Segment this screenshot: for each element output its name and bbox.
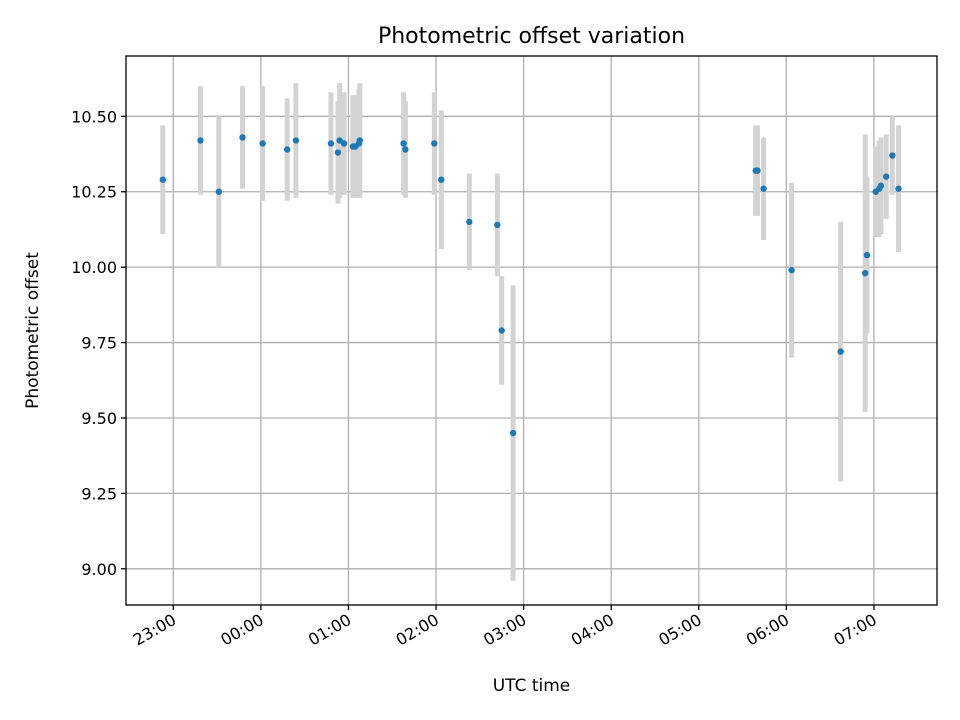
x-axis-label: UTC time <box>493 676 571 696</box>
data-point <box>259 140 266 147</box>
chart-title: Photometric offset variation <box>378 24 685 49</box>
data-point <box>356 137 364 144</box>
data-point <box>754 167 761 174</box>
data-point <box>877 182 885 189</box>
data-point <box>215 188 223 195</box>
data-point <box>334 149 342 156</box>
data-point <box>197 137 204 144</box>
point-layer <box>159 134 902 437</box>
data-point <box>861 269 869 277</box>
y-tick-label: 10.50 <box>71 107 117 126</box>
grid-layer <box>126 56 937 605</box>
y-tick-label: 9.50 <box>81 409 117 428</box>
plot-frame <box>125 55 938 606</box>
data-point <box>760 185 767 192</box>
data-point <box>509 429 517 437</box>
data-point <box>431 140 438 147</box>
data-point <box>327 140 335 147</box>
data-point <box>498 327 505 334</box>
y-axis-label: Photometric offset <box>23 252 43 409</box>
data-point <box>863 251 871 259</box>
data-point <box>340 140 348 147</box>
data-point <box>402 146 409 153</box>
data-point <box>283 146 291 153</box>
data-point <box>788 266 795 274</box>
y-tick-label: 10.25 <box>71 183 117 202</box>
data-point <box>159 176 166 183</box>
data-point <box>895 185 902 192</box>
data-point <box>889 152 896 159</box>
data-point <box>466 218 473 226</box>
data-point <box>494 221 501 229</box>
y-tick-label: 9.75 <box>81 334 117 353</box>
y-tick-label: 9.00 <box>81 560 117 579</box>
data-point <box>239 134 246 141</box>
y-axis: 9.00 9.25 9.50 9.75 10.00 10.25 10.50 <box>71 107 126 579</box>
y-tick-label: 9.25 <box>81 484 117 503</box>
data-point <box>883 173 890 180</box>
y-tick-label: 10.00 <box>71 258 117 277</box>
data-point <box>400 140 407 147</box>
data-point <box>438 176 445 183</box>
data-point <box>837 348 844 355</box>
data-point <box>292 137 300 144</box>
